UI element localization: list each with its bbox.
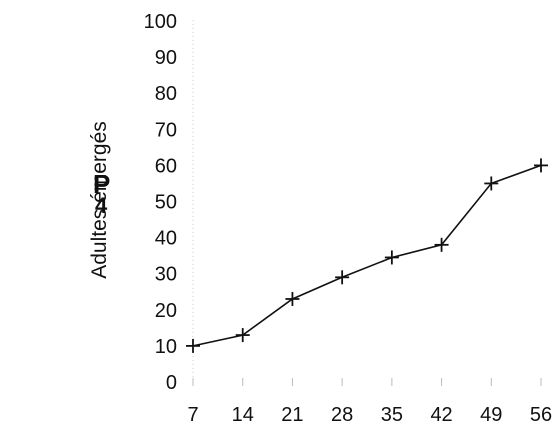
data-point-marker — [384, 250, 399, 265]
x-tick-label: 49 — [480, 404, 502, 426]
data-point-marker — [186, 338, 200, 353]
data-point-marker — [534, 158, 548, 173]
y-tick-label: 40 — [155, 228, 177, 250]
y-tick-label: 20 — [155, 300, 177, 322]
y-axis-label: Adultes émergés — [88, 121, 111, 279]
y-tick-label: 60 — [155, 155, 177, 177]
y-tick-labels: 0 10 20 30 40 50 60 70 80 90 100 — [144, 11, 177, 394]
y-tick-label: 100 — [144, 11, 177, 33]
data-point-marker — [235, 328, 250, 343]
panel-label: P 4 — [93, 169, 110, 218]
x-tick-label: 28 — [331, 404, 353, 426]
y-tick-label: 90 — [155, 47, 177, 69]
panel-label-subscript: 4 — [95, 193, 108, 218]
data-point-marker — [335, 270, 350, 285]
y-tick-label: 30 — [155, 264, 177, 286]
y-tick-label: 50 — [155, 192, 177, 214]
y-tick-label: 80 — [155, 83, 177, 105]
data-point-marker — [434, 237, 449, 252]
x-tick-label: 14 — [232, 404, 254, 426]
data-point-marker — [484, 176, 499, 191]
series-line — [192, 164, 542, 347]
x-tick-label: 35 — [381, 404, 403, 426]
data-point-marker — [285, 291, 300, 306]
x-tick-label: 21 — [281, 404, 303, 426]
x-tick-labels: 7 14 21 28 35 42 49 56 — [187, 404, 552, 426]
x-tick-label: 7 — [187, 404, 198, 426]
y-tick-label: 10 — [155, 336, 177, 358]
y-tick-label: 70 — [155, 119, 177, 141]
x-tick-label: 56 — [530, 404, 552, 426]
panel-label-letter: P — [93, 169, 110, 199]
y-tick-label: 0 — [166, 372, 177, 394]
series-markers — [186, 158, 548, 353]
x-tick-label: 42 — [430, 404, 452, 426]
x-tick-marks — [192, 378, 542, 386]
